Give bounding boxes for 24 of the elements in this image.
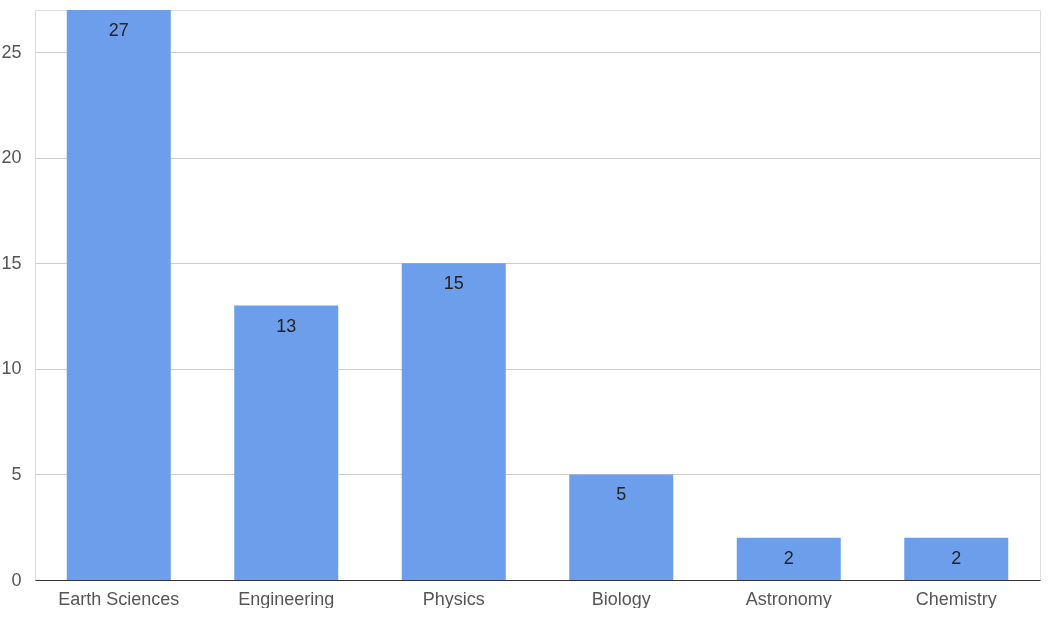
data-label: 5 — [616, 484, 627, 505]
x-tick-label: Earth Sciences — [58, 588, 180, 609]
data-label: 2 — [783, 547, 794, 568]
bar — [904, 537, 1009, 580]
x-tick-label: Engineering — [238, 588, 335, 609]
y-tick-label: 0 — [11, 569, 22, 590]
x-tick-label: Physics — [422, 588, 485, 609]
y-tick-label: 25 — [1, 41, 22, 62]
x-tick-label: Chemistry — [915, 588, 997, 609]
data-label: 2 — [951, 547, 962, 568]
bar — [234, 305, 339, 580]
data-label: 27 — [108, 20, 129, 40]
y-tick-label: 20 — [1, 147, 22, 168]
bar — [66, 10, 171, 580]
y-tick-label: 5 — [11, 463, 22, 484]
data-label: 15 — [443, 273, 464, 294]
bar — [401, 263, 506, 580]
y-tick-label: 10 — [1, 358, 22, 379]
x-tick-label: Biology — [591, 588, 651, 609]
bar — [569, 474, 674, 580]
data-label: 13 — [276, 315, 297, 336]
x-tick-label: Astronomy — [745, 588, 832, 609]
bar — [736, 537, 841, 580]
y-tick-label: 15 — [1, 252, 22, 273]
